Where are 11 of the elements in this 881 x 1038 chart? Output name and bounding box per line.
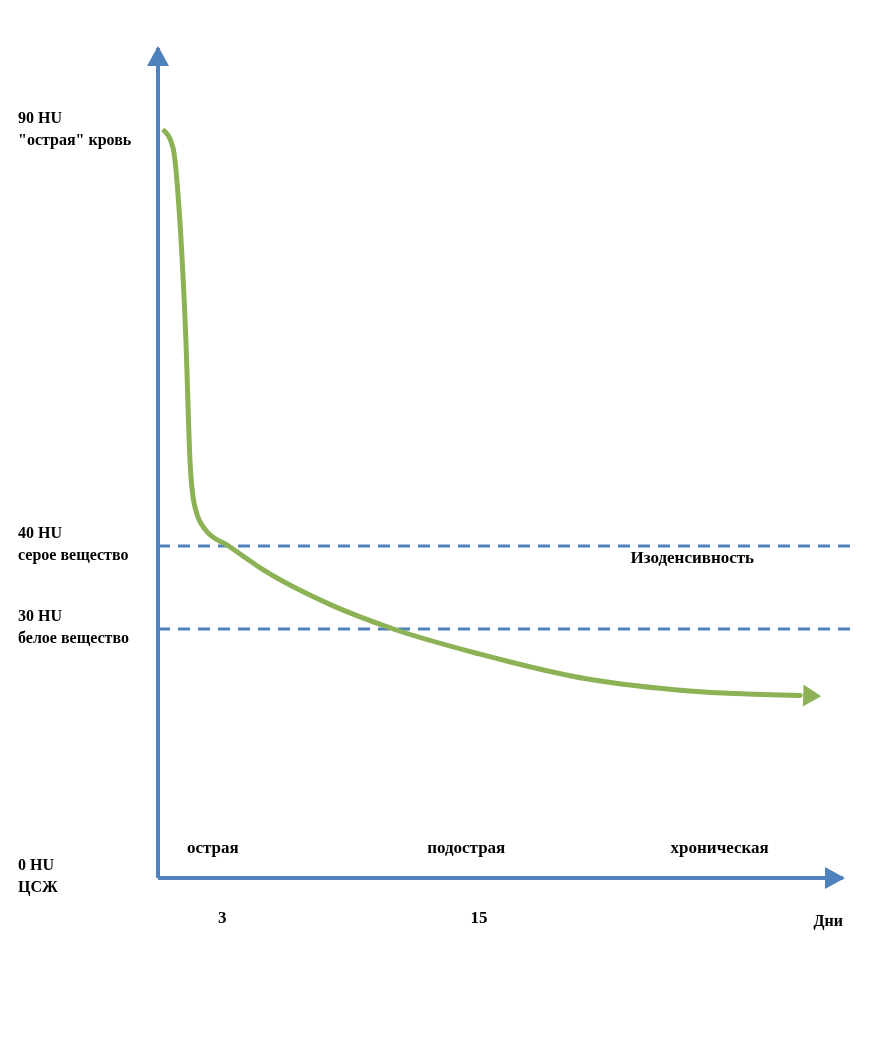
y-tick-label: 40 HU серое вещество [18,524,129,564]
x-tick-label: 15 [470,908,488,927]
annotation: Изоденсивность [630,547,755,567]
annotation: подострая [427,838,506,858]
annotation: острая [186,838,239,858]
x-axis-title: Дни [813,912,843,930]
y-tick-label: 30 HU белое вещество [18,607,130,646]
y-tick-label: 90 HU "острая" кровь [18,109,132,149]
y-tick-label: 0 HU ЦСЖ [18,856,58,896]
annotation: хроническая [670,838,769,858]
x-tick-label: 3 [217,908,227,927]
